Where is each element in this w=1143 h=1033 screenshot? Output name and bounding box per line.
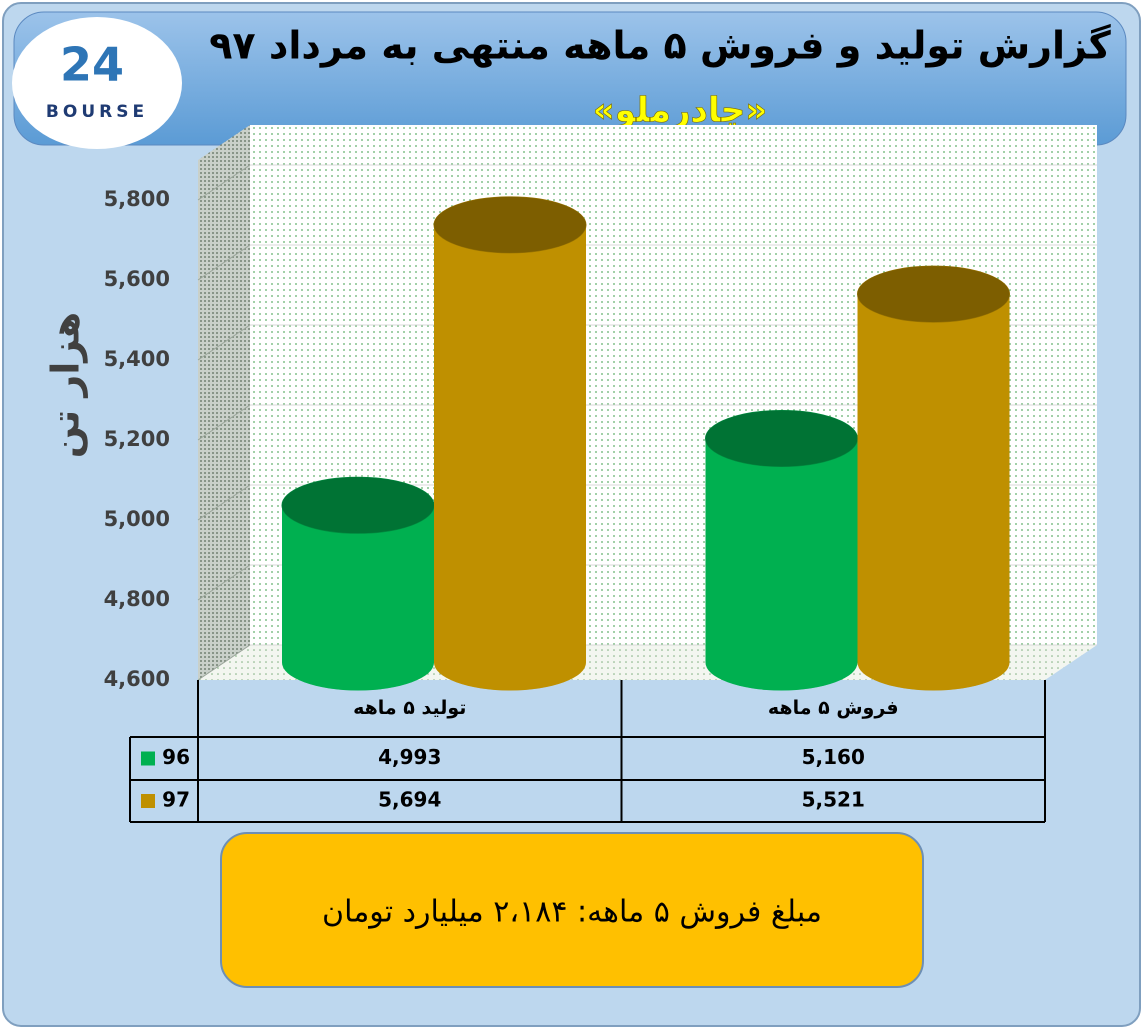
cylinder	[281, 476, 435, 691]
data-label: 5,521	[802, 788, 865, 812]
data-label: 4,993	[378, 745, 441, 769]
bar-shade	[282, 505, 434, 691]
data-label: 5,694	[378, 788, 441, 812]
bar-shade	[857, 294, 1010, 691]
side-grid-line	[197, 164, 251, 201]
side-grid-line	[197, 484, 251, 521]
legend-swatch	[141, 751, 155, 766]
side-grid-line	[197, 564, 251, 601]
x-tick-label: تولید ۵ ماهه	[353, 697, 466, 719]
side-grid-line	[197, 324, 251, 361]
bar-top-shade	[434, 196, 586, 253]
chart-title: گزارش تولید و فروش ۵ ماهه منتهی به مرداد…	[209, 24, 1111, 69]
side-grid-line	[197, 644, 251, 681]
data-label: 5,160	[802, 745, 865, 769]
bar-top-shade	[282, 477, 434, 534]
logo-name: BOURSE	[46, 102, 148, 122]
bar-top-shade	[705, 410, 858, 467]
y-tick-label: 5,200	[104, 427, 170, 451]
cylinder	[705, 410, 858, 691]
logo-mark: 24	[60, 38, 124, 92]
y-tick-label: 4,800	[104, 587, 170, 611]
cylinder	[857, 265, 1010, 691]
legend-label: 96	[162, 745, 190, 769]
y-tick-label: 5,400	[104, 347, 170, 371]
y-tick-label: 4,600	[104, 667, 170, 691]
y-tick-label: 5,800	[104, 187, 170, 211]
bar-top	[857, 265, 1010, 323]
annotation: مبلغ فروش ۵ ماهه: ۲،۱۸۴ میلیارد تومان	[322, 895, 822, 930]
legend-swatch	[141, 794, 155, 808]
bar-shade	[705, 438, 858, 691]
chart-subtitle: «چادرملو»	[593, 91, 767, 131]
y-axis-title: هزار تن	[44, 312, 88, 459]
legend-label: 97	[162, 788, 190, 812]
cylinder	[433, 196, 587, 691]
y-tick-label: 5,000	[104, 507, 170, 531]
bar-top-shade	[857, 266, 1010, 323]
bar-top	[433, 196, 587, 254]
logo-bg	[12, 17, 182, 149]
note-box	[220, 832, 924, 988]
x-tick-label: فروش ۵ ماهه	[768, 697, 899, 719]
bar-shade	[434, 224, 586, 691]
y-tick-label: 5,600	[104, 267, 170, 291]
side-grid-line	[197, 404, 251, 441]
side-grid-line	[197, 244, 251, 281]
side-wall	[198, 125, 250, 680]
